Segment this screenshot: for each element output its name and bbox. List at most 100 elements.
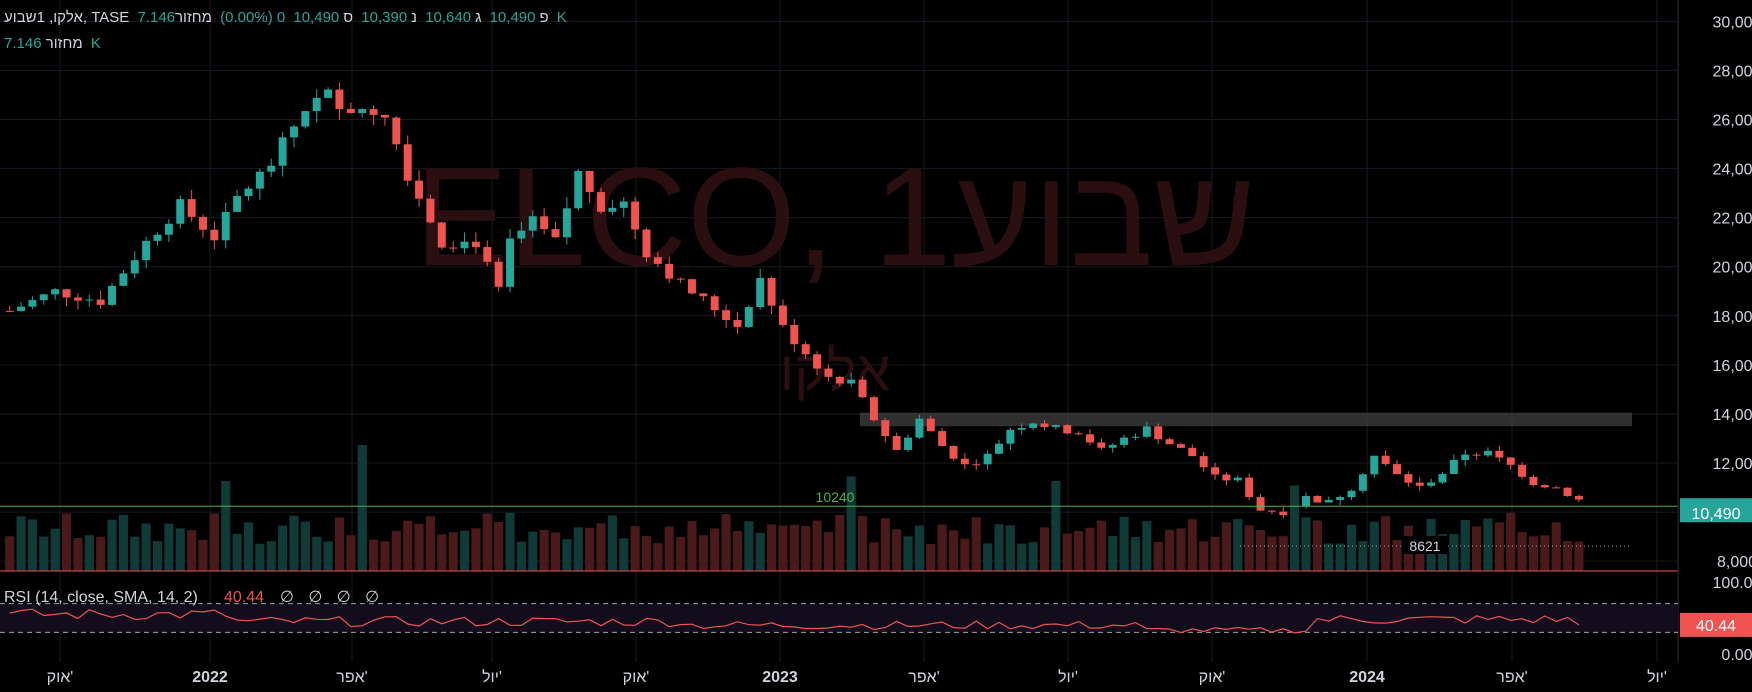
candle-body xyxy=(1006,429,1015,444)
candle-body xyxy=(199,216,207,230)
volume-bar xyxy=(710,528,720,571)
volume-bar xyxy=(5,536,15,571)
candle-body xyxy=(790,324,799,345)
volume-bar xyxy=(278,525,288,571)
volume-bar xyxy=(1324,543,1334,571)
candle-body xyxy=(665,263,674,279)
candle-body xyxy=(142,240,151,261)
volume-bar xyxy=(1267,536,1277,571)
candle-body xyxy=(767,277,776,306)
volume-bar xyxy=(823,531,833,571)
volume-bar xyxy=(857,516,868,571)
volume-bar xyxy=(539,530,549,571)
candle-body xyxy=(949,445,958,459)
candle-body xyxy=(869,397,878,421)
candle-body xyxy=(1176,444,1185,448)
candle-body xyxy=(1518,464,1527,477)
candle-body xyxy=(153,234,162,241)
candle-body xyxy=(1336,497,1345,500)
volume-bar xyxy=(994,524,1004,571)
volume-bar xyxy=(914,525,924,571)
candle-body xyxy=(892,436,901,450)
volume-bar xyxy=(1233,519,1243,571)
volume-bar xyxy=(61,513,72,571)
volume-bar xyxy=(1563,541,1573,571)
volume-bar xyxy=(801,526,811,571)
volume-bar xyxy=(698,535,708,571)
volume-bar xyxy=(448,532,458,571)
volume-bar xyxy=(721,514,731,571)
volume-header: מחזור 7.146 K xyxy=(4,35,105,52)
candle-body xyxy=(801,344,810,355)
candle-body xyxy=(221,211,230,241)
candle-body xyxy=(1438,473,1447,483)
open-value: 10,490 xyxy=(489,9,536,26)
candle-body xyxy=(960,458,969,465)
candle-body xyxy=(517,230,526,239)
volume-bar xyxy=(937,524,947,571)
candle-body xyxy=(1574,495,1583,500)
volume-bar xyxy=(903,536,913,571)
volume-bar xyxy=(812,520,822,571)
candle-body xyxy=(1233,477,1242,481)
candle-body xyxy=(244,188,253,197)
time-tick-label: 2023 xyxy=(762,669,798,686)
candle-body xyxy=(1483,450,1492,456)
candle-body xyxy=(1256,497,1265,511)
candle-body xyxy=(5,310,14,312)
candle-body xyxy=(1097,442,1106,448)
time-tick-label: אוק' xyxy=(1199,669,1226,686)
candle-body xyxy=(471,241,480,248)
candle-body xyxy=(108,285,117,305)
candle-body xyxy=(1245,477,1254,498)
volume-bar xyxy=(425,516,435,571)
candle-body xyxy=(85,299,94,301)
volume-bar xyxy=(289,515,299,571)
candle-body xyxy=(881,420,890,437)
volume-bar xyxy=(266,541,276,571)
volume-bar xyxy=(232,533,242,571)
symbol-title[interactable]: אלקו, 1שבוע, TASE xyxy=(4,9,130,26)
candle-body xyxy=(130,260,139,274)
candle-body xyxy=(1370,455,1379,475)
volume-bar xyxy=(369,539,379,571)
volume-bar xyxy=(607,515,617,571)
candle-body xyxy=(483,247,492,262)
candle-body xyxy=(1324,499,1333,503)
volume-bar xyxy=(1210,536,1220,571)
candle-body xyxy=(1506,457,1515,465)
high-label: ג xyxy=(475,9,482,26)
volume-bar xyxy=(84,535,94,571)
volume-bar xyxy=(175,528,185,571)
volume-bar xyxy=(1062,533,1072,571)
candle-body xyxy=(1267,510,1276,512)
volume-bar xyxy=(971,517,981,571)
volume-bar xyxy=(1290,485,1300,571)
volume-bar xyxy=(528,531,538,571)
candle-body xyxy=(835,376,844,384)
candle-body xyxy=(1415,482,1424,486)
volume-indicator-label[interactable]: מחזור xyxy=(45,35,83,52)
volume-bar xyxy=(778,525,788,571)
candle-body xyxy=(1074,433,1083,435)
volume-bar xyxy=(187,530,197,571)
candle-body xyxy=(756,277,765,308)
volume-bar xyxy=(1472,526,1482,571)
volume-bar xyxy=(1005,525,1015,571)
time-tick-label: אוק' xyxy=(623,669,650,686)
candle-body xyxy=(267,165,276,172)
candle-body xyxy=(380,114,389,118)
candle-body xyxy=(528,216,537,231)
candle-body xyxy=(1540,485,1549,488)
candle-body xyxy=(1017,427,1026,430)
volume-bar xyxy=(1301,517,1311,571)
volume-bar xyxy=(1017,543,1027,571)
time-tick-label: 2022 xyxy=(192,669,228,686)
volume-bar xyxy=(573,527,583,571)
volume-bar xyxy=(209,513,219,571)
candle-body xyxy=(278,137,287,166)
price-tick-label: 12,000 xyxy=(1713,456,1752,473)
candle-body xyxy=(164,223,173,235)
candle-body xyxy=(1063,425,1072,434)
